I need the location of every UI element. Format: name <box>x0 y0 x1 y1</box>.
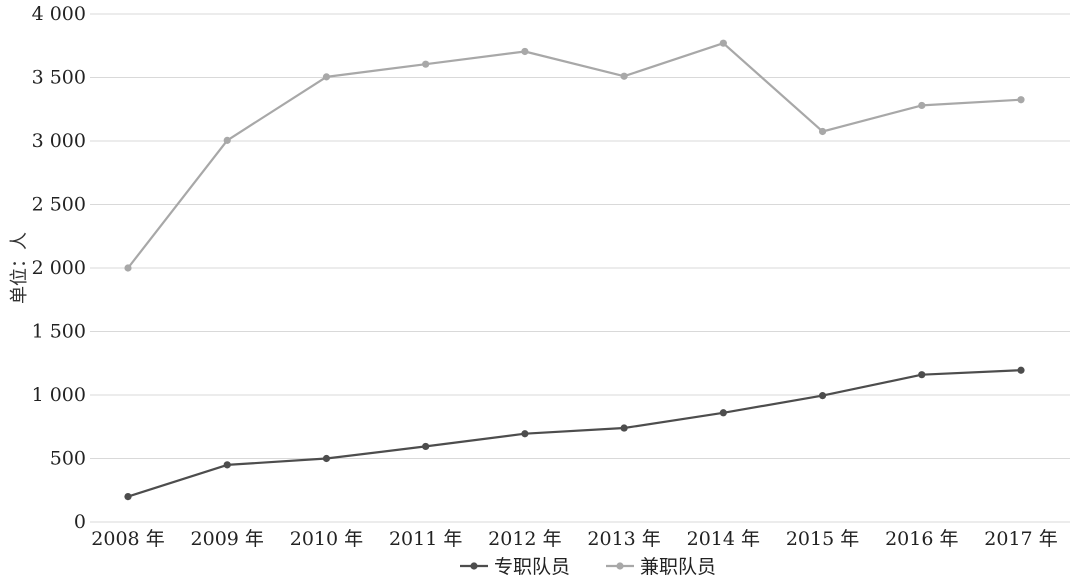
legend-marker <box>616 562 624 570</box>
y-tick-label: 3 500 <box>32 67 86 89</box>
data-point <box>322 454 331 463</box>
y-tick-label: 1 500 <box>32 321 86 343</box>
data-point <box>818 392 827 400</box>
data-point <box>719 409 727 417</box>
data-point <box>620 424 628 432</box>
legend-label: 专职队员 <box>494 556 570 578</box>
x-tick-label: 2010 年 <box>290 528 363 550</box>
y-axis-ticks: 0 500 1 000 1 500 2 000 2 500 3 000 3 500 4 000 <box>32 3 86 533</box>
data-point <box>918 371 926 379</box>
data-point <box>422 60 430 68</box>
x-tick-label: 2009 年 <box>191 528 264 550</box>
x-tick-label: 2015 年 <box>786 528 859 550</box>
data-point <box>124 493 132 501</box>
legend-marker <box>470 562 478 570</box>
data-point <box>719 39 727 47</box>
data-point <box>918 101 926 110</box>
data-point <box>223 136 231 144</box>
y-tick-label: 3 000 <box>32 130 86 152</box>
x-tick-label: 2014 年 <box>687 528 760 550</box>
legend: 专职队员 兼职队员 <box>460 556 716 578</box>
data-point <box>521 47 529 56</box>
y-tick-label: 500 <box>50 448 86 470</box>
series-line <box>127 42 1022 269</box>
y-tick-label: 4 000 <box>32 3 86 25</box>
data-point <box>223 461 231 469</box>
y-tick-label: 1 000 <box>32 384 86 406</box>
y-tick-label: 0 <box>74 511 86 533</box>
gridlines <box>90 13 1070 523</box>
y-tick-label: 2 000 <box>32 257 86 279</box>
data-point <box>322 73 331 81</box>
x-tick-label: 2017 年 <box>984 528 1057 550</box>
series-lines <box>124 39 1025 501</box>
data-point <box>1017 366 1025 374</box>
data-point <box>620 72 628 80</box>
legend-label: 兼职队员 <box>640 556 716 578</box>
data-point <box>1017 96 1025 104</box>
data-point <box>521 430 529 438</box>
x-tick-label: 2012 年 <box>488 528 561 550</box>
y-axis-label: 单位：人 <box>9 232 30 304</box>
data-point <box>124 264 132 272</box>
data-point <box>422 442 430 451</box>
x-axis-ticks: 2008 年 2009 年 2010 年 2011 年 2012 年 2013 年 2014… <box>91 528 1057 550</box>
x-tick-label: 2013 年 <box>587 528 660 550</box>
x-tick-label: 2016 年 <box>885 528 958 550</box>
data-point <box>818 127 827 136</box>
y-tick-label: 2 500 <box>32 194 86 216</box>
series-line <box>127 369 1022 498</box>
x-tick-label: 2011 年 <box>389 528 462 550</box>
x-tick-label: 2008 年 <box>91 528 164 550</box>
